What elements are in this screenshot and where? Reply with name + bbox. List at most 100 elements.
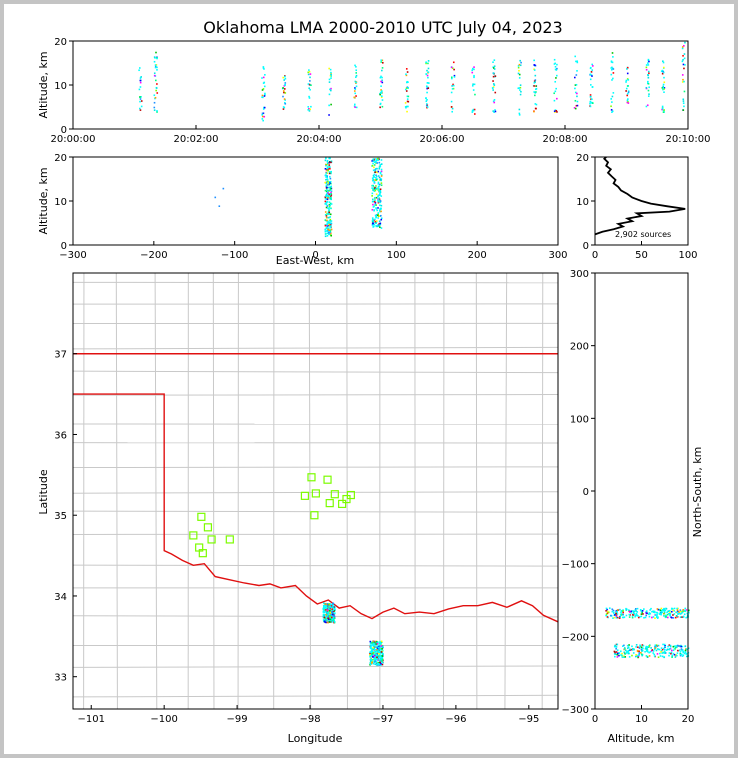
time-height-source: [534, 79, 537, 81]
time-height-source: [647, 70, 650, 73]
ew-height-source: [376, 171, 378, 174]
time-height-source: [625, 90, 627, 92]
time-height-source: [682, 55, 684, 57]
plan-view-source: [375, 662, 378, 664]
time-height-source: [683, 53, 686, 55]
height-ns-source: [630, 610, 632, 613]
time-height-source: [553, 58, 556, 61]
time-height-source: [450, 100, 453, 103]
time-height-source: [261, 77, 263, 79]
height-ns-source: [619, 650, 622, 653]
height-ns-source: [675, 654, 677, 657]
time-height-source: [156, 57, 158, 60]
plan-view-y-tick-label: 36: [54, 430, 67, 441]
ew-height-source: [327, 189, 329, 192]
height-ns-source: [637, 614, 639, 617]
plan-view-source: [371, 650, 374, 652]
plan-view-source: [380, 641, 383, 644]
height-ns-source: [630, 648, 633, 651]
ew-height-source: [375, 160, 377, 162]
time-height-source: [611, 111, 613, 113]
time-height-source: [610, 98, 613, 100]
plan-view-source: [369, 651, 371, 654]
height-ns-ylabel: North-South, km: [691, 447, 704, 538]
time-height-source: [647, 89, 650, 92]
ew-height-source: [329, 177, 332, 180]
time-height-source: [573, 107, 576, 109]
height-ns-source: [640, 610, 643, 613]
ew-height-source: [378, 161, 381, 164]
time-height-source: [427, 67, 430, 70]
time-height-source: [610, 67, 613, 69]
time-height-source: [492, 72, 495, 74]
height-ns-source: [640, 648, 643, 651]
height-ns-source: [635, 646, 637, 648]
ew-height-source: [377, 181, 380, 184]
ew-height-source: [374, 197, 376, 199]
time-height-source: [282, 90, 285, 92]
ew-height-source: [326, 229, 329, 231]
time-height-source: [573, 76, 576, 79]
plan-view-source: [378, 646, 380, 649]
height-ns-source: [683, 652, 686, 655]
plan-view-source: [327, 612, 330, 615]
height-ns-source: [652, 650, 655, 652]
ew-height-source: [378, 215, 381, 217]
plan-view-source: [369, 644, 372, 647]
height-ns-source: [616, 643, 619, 646]
height-ns-source: [627, 647, 629, 649]
plan-view-source: [330, 605, 333, 607]
height-ns-source: [620, 609, 623, 612]
height-ns-source: [613, 650, 616, 653]
time-height-source: [627, 79, 630, 81]
time-height-source: [451, 110, 453, 113]
time-height-source: [471, 69, 474, 72]
height-ns-source: [679, 649, 681, 651]
time-height-source: [404, 106, 407, 108]
height-ns-source: [633, 612, 636, 615]
ew-height-source: [374, 199, 376, 202]
ew-height-source: [376, 188, 379, 191]
height-ns-source: [616, 654, 619, 656]
time-height-source: [662, 85, 664, 88]
ew-height-source: [214, 196, 217, 199]
height-ns-source: [621, 652, 623, 655]
height-ns-source: [664, 616, 667, 619]
time-height-source: [153, 56, 156, 58]
ew-height-source: [375, 216, 378, 219]
plan-view-source: [374, 663, 377, 666]
height-ns-source: [649, 612, 652, 615]
ew-height-source: [330, 228, 333, 231]
time-height-source: [451, 67, 454, 69]
time-height-source: [556, 111, 558, 113]
height-ns-source: [668, 612, 670, 615]
height-ns-source: [661, 609, 664, 611]
time-height-source: [354, 64, 356, 67]
height-ns-source: [637, 655, 640, 658]
plan-view-source: [370, 662, 373, 665]
ew-height-source: [377, 199, 380, 202]
height-ns-source: [673, 645, 676, 647]
time-height-source: [263, 68, 265, 70]
time-height-source: [407, 95, 410, 98]
height-ns-source: [637, 616, 640, 619]
height-ns-source: [650, 647, 652, 649]
height-ns-source: [644, 648, 647, 650]
time-height-source: [140, 96, 142, 98]
ew-height-source: [325, 176, 327, 178]
height-ns-source: [614, 655, 616, 658]
time-height-source: [472, 89, 475, 91]
time-height-source: [138, 88, 141, 91]
height-ns-source: [645, 611, 647, 614]
ew-height-source: [378, 166, 381, 169]
height-ns-source: [662, 609, 665, 612]
height-ns-source: [640, 615, 643, 618]
time-height-source: [404, 88, 407, 91]
ew-height-source: [376, 225, 379, 228]
time-height-source: [263, 95, 266, 97]
plan-view-source: [374, 651, 376, 653]
time-height-source: [406, 105, 408, 108]
plan-view-source: [323, 616, 326, 619]
plan-view-source: [330, 616, 333, 619]
time-height-source: [533, 85, 535, 87]
